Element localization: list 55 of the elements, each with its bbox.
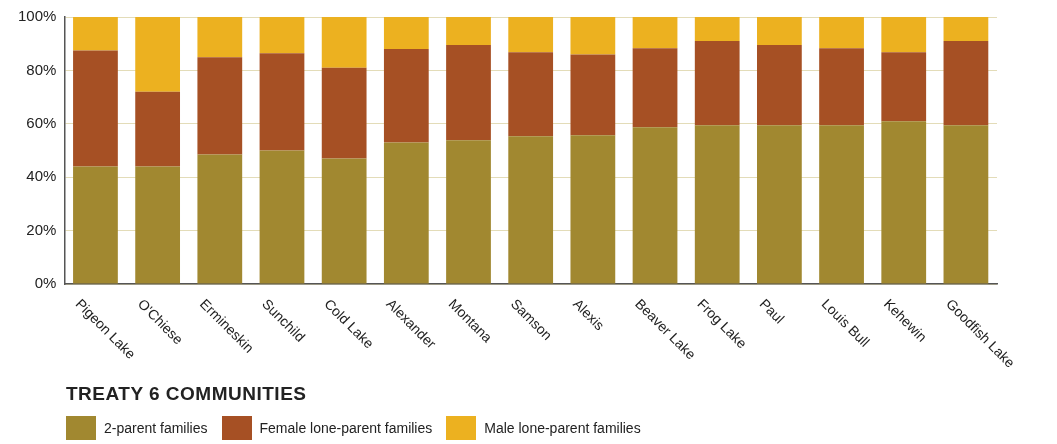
bar xyxy=(383,142,429,284)
bar xyxy=(259,53,305,151)
bar xyxy=(446,17,491,46)
bar xyxy=(881,121,927,284)
bar xyxy=(321,67,367,159)
bar xyxy=(508,17,554,53)
text: TREATY 6 COMMUNITIES xyxy=(66,383,307,405)
bar xyxy=(570,135,616,284)
bar xyxy=(881,52,927,122)
bar xyxy=(632,17,678,49)
bar xyxy=(321,158,367,284)
y-tick-label: 100% xyxy=(17,7,57,25)
y-tick-label: 80% xyxy=(26,60,57,78)
y-tick-label: 20% xyxy=(26,220,57,238)
bar xyxy=(943,17,989,42)
y-tick-label: 0% xyxy=(34,274,57,292)
bar xyxy=(259,17,305,54)
bar xyxy=(757,17,802,46)
bar xyxy=(694,17,740,42)
bar xyxy=(73,166,118,284)
bar xyxy=(383,17,429,50)
y-tick-label: 40% xyxy=(26,167,57,185)
bar xyxy=(757,125,802,284)
y-tick-label: 60% xyxy=(26,113,57,131)
bar xyxy=(757,45,802,126)
bar xyxy=(694,41,740,126)
legend-label: 2-parent families xyxy=(104,420,208,436)
bar xyxy=(321,17,367,68)
bar xyxy=(383,49,429,143)
bar xyxy=(197,17,243,58)
bar xyxy=(259,150,305,284)
bar xyxy=(819,125,864,284)
bar xyxy=(135,91,181,167)
bar xyxy=(570,54,616,136)
bar xyxy=(881,17,927,53)
bar xyxy=(694,125,740,284)
bar xyxy=(197,57,243,155)
legend-label: Male lone-parent families xyxy=(484,420,641,436)
bar xyxy=(508,136,554,284)
bar xyxy=(943,125,989,284)
bar xyxy=(632,127,678,284)
bar xyxy=(819,17,864,49)
bar xyxy=(446,45,491,141)
bar xyxy=(135,17,181,92)
bar xyxy=(73,17,118,51)
bar xyxy=(197,154,243,284)
bar xyxy=(73,50,118,167)
bar xyxy=(508,52,554,137)
bar xyxy=(819,48,864,126)
bar xyxy=(632,48,678,128)
bar xyxy=(135,166,181,284)
legend-label: Female lone-parent families xyxy=(259,420,433,436)
bar xyxy=(446,140,491,284)
bar xyxy=(943,41,989,126)
bar xyxy=(570,17,616,55)
